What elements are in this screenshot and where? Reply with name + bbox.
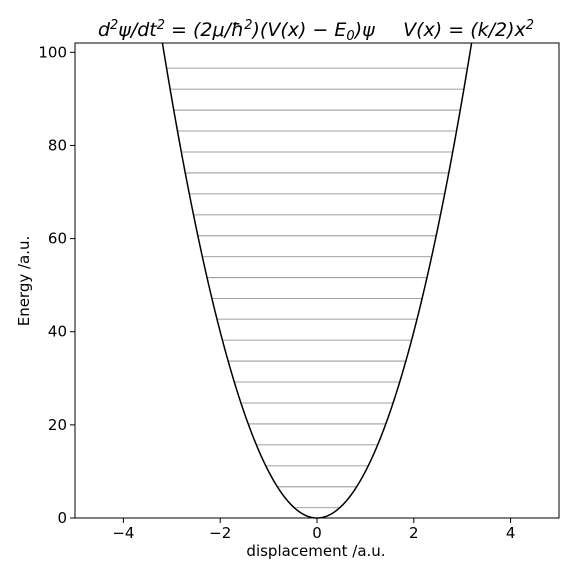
y-tick-label: 80: [48, 136, 67, 154]
x-axis-ticks: −4 −2 0 2 4: [112, 518, 515, 542]
title-part: 2: [110, 18, 118, 33]
y-tick-label: 20: [48, 416, 67, 434]
chart-title: d2ψ/dt2 = (2μ/ħ2)(V(x) − E0)ψ V(x) = (k/…: [98, 18, 534, 44]
x-tick-label: 4: [506, 524, 516, 542]
x-tick-label: −2: [209, 524, 231, 542]
x-tick-label: −4: [112, 524, 134, 542]
title-part: V(x) = (k/2)x: [403, 19, 526, 41]
title-part: )(V(x) − E: [251, 19, 347, 41]
y-tick-label: 100: [38, 43, 67, 61]
x-tick-label: 2: [409, 524, 419, 542]
x-axis-label: displacement /a.u.: [246, 542, 385, 560]
x-tick-label: 0: [312, 524, 322, 542]
energy-levels: [166, 67, 468, 509]
title-part: = (2μ/ħ: [165, 19, 244, 41]
title-part: 2: [157, 18, 165, 33]
y-tick-label: 40: [48, 323, 67, 341]
title-gap: [375, 19, 404, 41]
title-part: 0: [346, 29, 354, 44]
title-part: 2: [526, 18, 534, 33]
y-axis-label: Energy /a.u.: [15, 236, 33, 327]
y-axis-ticks: 0 20 40 60 80 100: [38, 43, 75, 527]
y-tick-label: 0: [57, 509, 67, 527]
title-part: ψ/dt: [118, 19, 158, 41]
title-part: )ψ: [353, 19, 375, 41]
y-tick-label: 60: [48, 230, 67, 248]
title-part: d: [98, 19, 111, 41]
title-part: 2: [244, 18, 252, 33]
